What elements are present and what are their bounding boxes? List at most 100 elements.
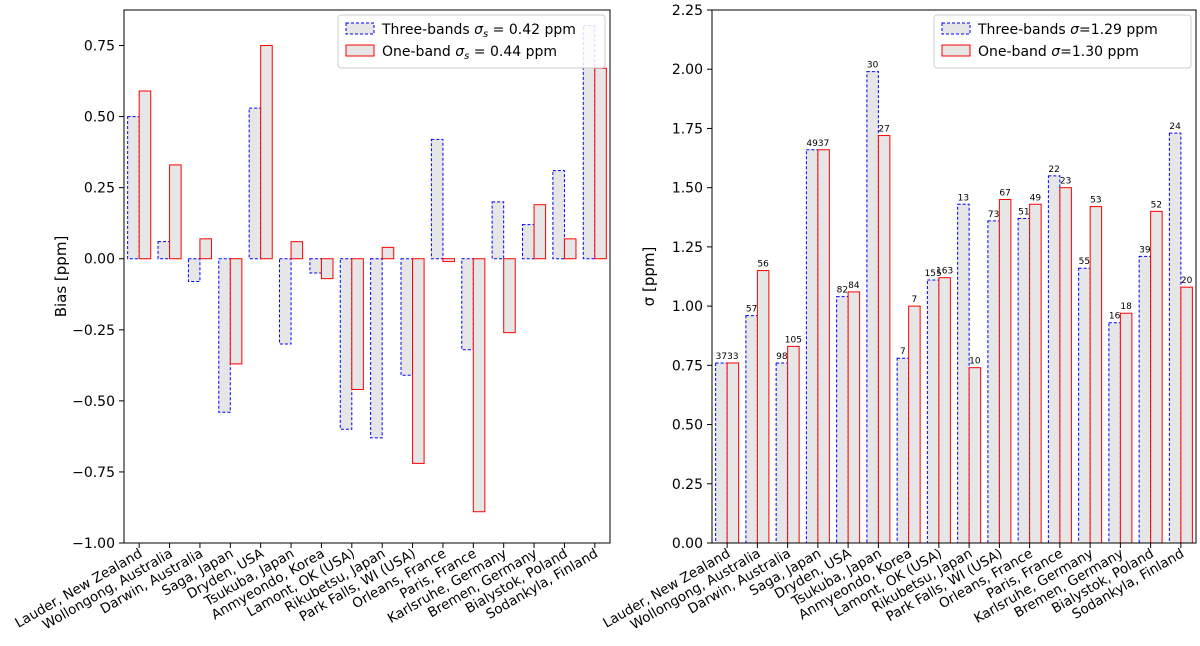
- y-tick-label: 1.25: [672, 240, 703, 256]
- count-label: 22: [1048, 165, 1059, 175]
- bar-one-band: [229, 258, 243, 365]
- bar-three-bands: [400, 258, 414, 376]
- count-label: 20: [1181, 276, 1193, 286]
- bar-three-bands: [1168, 132, 1182, 544]
- y-tick-label: 0.25: [672, 477, 703, 493]
- bar-one-band: [1119, 312, 1133, 544]
- legend-swatch: [941, 22, 971, 35]
- bar-three-bands: [957, 203, 970, 544]
- count-label: 57: [746, 305, 757, 315]
- bar-one-band: [594, 67, 607, 260]
- bar-one-band: [756, 270, 770, 544]
- bar-three-bands: [1017, 217, 1031, 544]
- bar-three-bands: [1047, 175, 1061, 544]
- bar-one-band: [381, 246, 395, 260]
- count-label: 52: [1151, 200, 1162, 210]
- bias-chart: −1.00 −0.75 −0.50 −0.25 0.00 0.25 0.50 0.75 Bias…: [12, 9, 611, 633]
- bar-three-bands: [127, 116, 140, 260]
- bar-three-bands: [461, 258, 474, 351]
- count-label: 24: [1169, 122, 1181, 132]
- bar-one-band: [290, 241, 304, 260]
- bar-one-band: [847, 291, 861, 544]
- count-label: 155: [925, 269, 942, 279]
- y-tick-label: −0.25: [72, 323, 115, 339]
- legend-box: [933, 14, 1192, 69]
- bar-one-band: [938, 277, 951, 544]
- count-label: 33: [727, 352, 738, 362]
- count-label: 84: [848, 281, 860, 291]
- y-tick-label: −0.50: [72, 394, 115, 410]
- count-label: 23: [1060, 177, 1071, 187]
- y-tick-label: 1.00: [672, 299, 703, 315]
- bar-three-bands: [836, 296, 849, 544]
- bar-one-band: [877, 135, 891, 544]
- bar-one-band: [472, 258, 486, 513]
- bar-one-band: [998, 199, 1012, 544]
- count-label: 82: [837, 286, 848, 296]
- bar-one-band: [817, 149, 830, 544]
- count-label: 7: [912, 295, 918, 305]
- bar-three-bands: [522, 224, 535, 260]
- bar-one-band: [1059, 187, 1072, 544]
- legend-swatch: [941, 44, 971, 57]
- bar-one-band: [1089, 206, 1103, 544]
- count-label: 16: [1109, 312, 1121, 322]
- y-tick-label: 1.50: [672, 181, 703, 197]
- count-label: 56: [757, 260, 769, 270]
- bar-one-band: [563, 238, 577, 260]
- y-tick-label: 0.75: [84, 39, 115, 55]
- legend-label: One-band σ=1.30 ppm: [978, 44, 1139, 60]
- bar-one-band: [442, 258, 455, 263]
- count-label: 39: [1139, 245, 1151, 255]
- bar-one-band: [1150, 210, 1163, 544]
- legend-label: Three-bands σ=1.29 ppm: [977, 22, 1158, 38]
- count-label: 37: [818, 139, 829, 149]
- legend-box: [337, 14, 606, 69]
- count-label: 53: [1090, 196, 1101, 206]
- bar-three-bands: [157, 241, 171, 260]
- count-label: 49: [806, 139, 818, 149]
- bar-one-band: [533, 204, 547, 260]
- count-label: 51: [1018, 207, 1029, 217]
- bar-one-band: [726, 362, 740, 544]
- count-label: 163: [936, 267, 953, 277]
- bar-three-bands: [866, 71, 879, 544]
- bar-three-bands: [896, 357, 910, 544]
- legend-label: Three-bands σs = 0.42 ppm: [381, 22, 576, 40]
- bar-three-bands: [248, 107, 262, 260]
- bar-one-band: [199, 238, 212, 260]
- count-label: 13: [958, 193, 969, 203]
- bar-three-bands: [370, 258, 383, 439]
- y-axis-label: σ [ppm]: [640, 247, 658, 307]
- count-label: 18: [1120, 302, 1132, 312]
- y-tick-label: −0.75: [72, 465, 115, 481]
- bar-one-band: [320, 258, 334, 280]
- bar-three-bands: [218, 258, 231, 413]
- bar-one-band: [1180, 286, 1193, 544]
- legend-label: One-band σs = 0.44 ppm: [382, 44, 557, 62]
- y-tick-label: 0.00: [84, 252, 115, 268]
- y-tick-label: 2.25: [672, 3, 703, 19]
- y-tick-label: 2.00: [672, 62, 703, 78]
- bar-three-bands: [775, 362, 789, 544]
- bar-one-band: [787, 345, 800, 544]
- legend-swatch: [345, 22, 375, 35]
- legend-swatch: [345, 44, 375, 57]
- count-label: 10: [969, 357, 981, 367]
- bar-three-bands: [279, 258, 292, 345]
- y-tick-label: 1.75: [672, 121, 703, 137]
- y-tick-label: 0.00: [672, 536, 703, 552]
- count-label: 67: [999, 189, 1010, 199]
- bar-one-band: [503, 258, 516, 334]
- bar-one-band: [968, 367, 982, 544]
- bar-three-bands: [1108, 322, 1121, 544]
- count-label: 55: [1079, 257, 1090, 267]
- y-tick-label: 0.25: [84, 181, 115, 197]
- bar-one-band: [908, 305, 921, 544]
- bar-three-bands: [926, 279, 940, 544]
- bar-one-band: [138, 90, 152, 260]
- bar-one-band: [169, 164, 182, 260]
- count-label: 7: [900, 347, 906, 357]
